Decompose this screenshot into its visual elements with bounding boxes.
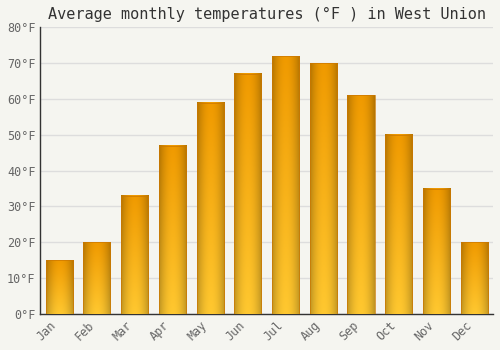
Bar (385, 135, 412, 314)
Bar (423, 189, 450, 314)
Bar (196, 103, 224, 314)
Bar (348, 95, 374, 314)
Bar (272, 56, 299, 314)
Bar (121, 196, 148, 314)
Bar (84, 242, 110, 314)
Bar (310, 63, 337, 314)
Bar (460, 242, 488, 314)
Title: Average monthly temperatures (°F ) in West Union: Average monthly temperatures (°F ) in We… (48, 7, 486, 22)
Bar (234, 74, 262, 314)
Bar (46, 260, 73, 314)
Bar (159, 146, 186, 314)
